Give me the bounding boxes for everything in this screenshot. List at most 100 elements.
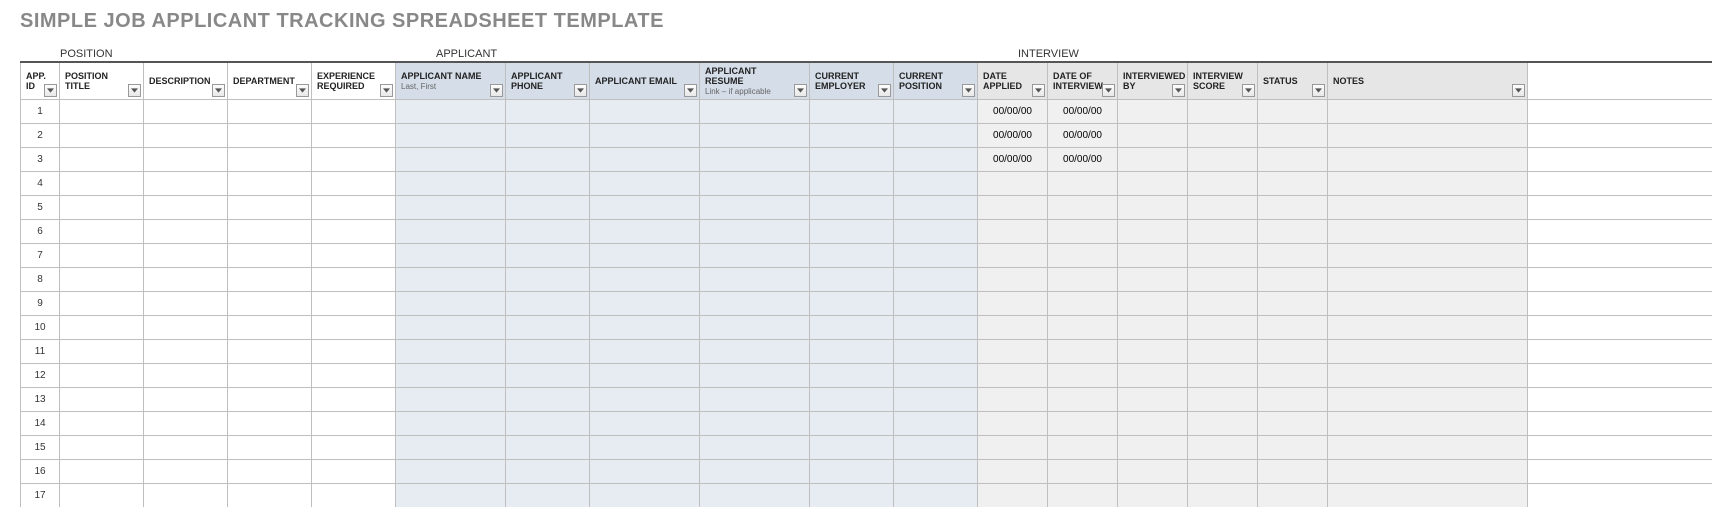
cell-iscore[interactable] [1188,172,1258,195]
cell-dept[interactable] [228,316,312,339]
cell-status[interactable] [1258,268,1328,291]
cell-cemp[interactable] [810,412,894,435]
cell-iscore[interactable] [1188,220,1258,243]
cell-dapp[interactable]: 00/00/00 [978,124,1048,147]
cell-notes[interactable] [1328,268,1528,291]
cell-aname[interactable] [396,172,506,195]
cell-ares[interactable] [700,436,810,459]
cell-aemail[interactable] [590,412,700,435]
cell-dept[interactable] [228,436,312,459]
cell-cpos[interactable] [894,244,978,267]
cell-dapp[interactable] [978,292,1048,315]
cell-id[interactable]: 8 [20,268,60,291]
cell-ptitle[interactable] [60,100,144,123]
cell-ptitle[interactable] [60,340,144,363]
cell-dint[interactable]: 00/00/00 [1048,124,1118,147]
cell-aemail[interactable] [590,268,700,291]
cell-id[interactable]: 6 [20,220,60,243]
cell-ares[interactable] [700,196,810,219]
cell-ptitle[interactable] [60,196,144,219]
cell-ptitle[interactable] [60,124,144,147]
cell-aphone[interactable] [506,196,590,219]
cell-status[interactable] [1258,220,1328,243]
cell-dint[interactable] [1048,436,1118,459]
cell-cemp[interactable] [810,364,894,387]
cell-aname[interactable] [396,316,506,339]
cell-desc[interactable] [144,316,228,339]
iby-filter[interactable] [1172,84,1185,97]
cell-dapp[interactable] [978,460,1048,483]
cell-aemail[interactable] [590,436,700,459]
cell-id[interactable]: 13 [20,388,60,411]
cell-status[interactable] [1258,172,1328,195]
cell-dept[interactable] [228,388,312,411]
cell-exp[interactable] [312,124,396,147]
cell-desc[interactable] [144,100,228,123]
cell-aemail[interactable] [590,388,700,411]
cell-aemail[interactable] [590,244,700,267]
cell-aphone[interactable] [506,244,590,267]
cell-dept[interactable] [228,220,312,243]
cell-iscore[interactable] [1188,268,1258,291]
cell-notes[interactable] [1328,364,1528,387]
cell-dapp[interactable] [978,364,1048,387]
cell-desc[interactable] [144,196,228,219]
cell-dapp[interactable] [978,268,1048,291]
cell-id[interactable]: 4 [20,172,60,195]
cell-iscore[interactable] [1188,196,1258,219]
cell-dept[interactable] [228,244,312,267]
cell-cemp[interactable] [810,196,894,219]
cell-dint[interactable] [1048,460,1118,483]
cell-dapp[interactable] [978,412,1048,435]
cell-aphone[interactable] [506,292,590,315]
cell-iby[interactable] [1118,316,1188,339]
cell-dept[interactable] [228,124,312,147]
cell-id[interactable]: 5 [20,196,60,219]
cell-iscore[interactable] [1188,244,1258,267]
cell-status[interactable] [1258,292,1328,315]
cell-aname[interactable] [396,268,506,291]
cell-exp[interactable] [312,172,396,195]
cell-cpos[interactable] [894,364,978,387]
cell-id[interactable]: 15 [20,436,60,459]
cell-status[interactable] [1258,244,1328,267]
cell-dept[interactable] [228,292,312,315]
cell-aname[interactable] [396,412,506,435]
cell-dapp[interactable] [978,316,1048,339]
cell-notes[interactable] [1328,412,1528,435]
cell-exp[interactable] [312,412,396,435]
cell-cemp[interactable] [810,316,894,339]
cell-desc[interactable] [144,220,228,243]
cell-iby[interactable] [1118,244,1188,267]
cell-exp[interactable] [312,316,396,339]
cell-id[interactable]: 10 [20,316,60,339]
cell-dapp[interactable]: 00/00/00 [978,148,1048,171]
cell-dept[interactable] [228,364,312,387]
dept-filter[interactable] [296,84,309,97]
aname-filter[interactable] [490,84,503,97]
cell-cpos[interactable] [894,220,978,243]
cell-cpos[interactable] [894,340,978,363]
cell-dapp[interactable] [978,388,1048,411]
cell-aname[interactable] [396,244,506,267]
notes-filter[interactable] [1512,84,1525,97]
cell-dept[interactable] [228,100,312,123]
cell-desc[interactable] [144,388,228,411]
cell-ptitle[interactable] [60,172,144,195]
cell-dept[interactable] [228,148,312,171]
cell-iscore[interactable] [1188,292,1258,315]
cell-aphone[interactable] [506,172,590,195]
cell-aemail[interactable] [590,148,700,171]
cell-desc[interactable] [144,484,228,507]
cell-aemail[interactable] [590,364,700,387]
cell-notes[interactable] [1328,340,1528,363]
dapp-filter[interactable] [1032,84,1045,97]
cell-ptitle[interactable] [60,148,144,171]
cell-status[interactable] [1258,436,1328,459]
cell-aemail[interactable] [590,460,700,483]
cell-cemp[interactable] [810,292,894,315]
cell-id[interactable]: 2 [20,124,60,147]
cell-cpos[interactable] [894,124,978,147]
cell-dint[interactable] [1048,244,1118,267]
cell-iscore[interactable] [1188,124,1258,147]
